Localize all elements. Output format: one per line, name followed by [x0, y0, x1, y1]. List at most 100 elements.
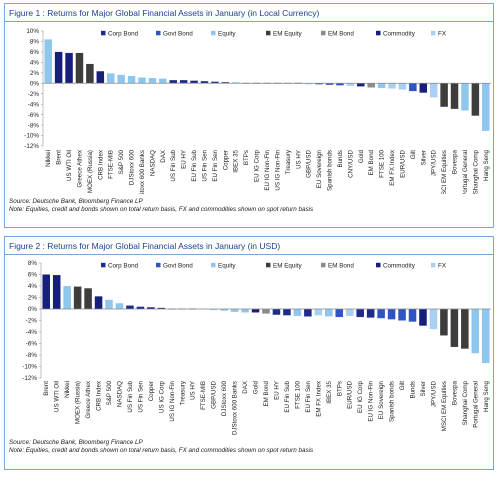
category-label: S&P 500 [106, 380, 113, 405]
bar-gold [357, 83, 365, 87]
category-label: EUR/USD [399, 149, 406, 177]
category-label: US Fin Sen [201, 149, 208, 181]
bar-ftse-100 [377, 83, 386, 88]
legend-item-govt-bond: Govt Bond [156, 262, 193, 269]
bar-eu-ig-corp [356, 309, 364, 318]
bar-ftse-100 [293, 309, 302, 316]
category-label: BTPs [336, 381, 343, 396]
category-label: Treasury [285, 149, 292, 174]
category-label: Gold [253, 380, 260, 394]
bar-gbp-usd [304, 83, 313, 85]
bar-djstoxx-600-banks [230, 309, 239, 312]
bar-shanghai-comp [461, 309, 469, 349]
legend-item-commodity: Commodity [376, 262, 416, 269]
y-tick-label: -6% [28, 112, 40, 119]
legend-swatch [266, 30, 271, 36]
bar-nikkei [63, 286, 71, 309]
bar-eur-usd [398, 83, 407, 90]
bar-eu-fin-sen [211, 81, 219, 84]
legend-label: Govt Bond [163, 262, 193, 269]
legend-item-em-equity: EM Equity [266, 30, 303, 37]
bar-portugal-general [471, 309, 480, 354]
bar-em-fx-index [388, 83, 396, 89]
category-label: EU IG Corp [357, 380, 364, 413]
category-label: Nikkei [64, 381, 71, 398]
legend-label: EM Bond [328, 30, 354, 37]
category-label: Shanghai Comp [462, 380, 469, 425]
y-tick-label: 0% [30, 80, 40, 87]
bar-em-bond [262, 309, 270, 314]
category-label: Brent [56, 150, 63, 165]
bar-hang-seng [482, 309, 490, 364]
category-label: CRB Index [97, 149, 104, 180]
category-label: EUR/USD [347, 380, 354, 408]
legend-swatch [376, 262, 381, 268]
y-tick-label: -2% [26, 318, 38, 325]
category-label: Silver [420, 381, 427, 396]
category-label: DAX [160, 150, 167, 163]
bar-btps [335, 309, 344, 318]
category-label: NASDAQ [149, 150, 156, 176]
category-label: Gilt [399, 381, 406, 391]
legend-item-equity: Equity [211, 30, 236, 37]
legend-label: Equity [218, 30, 236, 37]
bar-jpy-usd [429, 309, 438, 330]
bar-eu-hy [179, 80, 188, 84]
category-label: DJStoxx 600 Banks [232, 381, 239, 435]
bar-gbp-usd [209, 309, 218, 311]
category-label: US HY [295, 150, 302, 169]
category-label: Spanish bonds [327, 150, 334, 191]
y-tick-label: -4% [26, 329, 38, 336]
bar-s-p-500 [117, 74, 125, 84]
legend-swatch [376, 30, 381, 36]
legend-swatch [211, 262, 216, 268]
legend-item-govt-bond: Govt Bond [156, 30, 193, 37]
figure-1-title: Figure 1 : Returns for Major Global Fina… [5, 4, 493, 22]
category-label: US WTI Oil [54, 381, 61, 412]
category-label: Copper [222, 150, 229, 170]
category-label: EM Bond [263, 380, 270, 406]
category-label: FTSE-MIB [108, 150, 115, 179]
legend-item-em-bond: EM Bond [321, 262, 354, 269]
bar-jpy-usd [429, 83, 438, 98]
legend-swatch [431, 30, 436, 36]
y-tick-label: -12% [24, 143, 39, 150]
y-tick-label: -6% [26, 341, 38, 348]
category-label: Portugal General [462, 150, 469, 194]
category-label: US HY [190, 381, 197, 400]
legend-item-em-equity: EM Equity [266, 262, 303, 269]
category-label: EM FX Index [315, 380, 322, 417]
legend-swatch [101, 30, 106, 36]
category-label: Shanghai Comp [472, 149, 479, 194]
category-label: EU Fin Sen [305, 380, 312, 412]
y-tick-label: 8% [30, 39, 40, 46]
figure-1: Figure 1 : Returns for Major Global Fina… [4, 3, 494, 228]
figure-1-source: Source: Deutsche Bank, Bloomberg Finance… [9, 198, 143, 205]
category-label: BTPs [243, 150, 250, 165]
category-label: DAX [242, 381, 249, 394]
category-label: EU HY [273, 381, 280, 400]
bar-gold [251, 309, 260, 313]
category-label: Greece Athex [76, 149, 83, 187]
y-tick-label: -8% [26, 352, 38, 359]
category-label: GBP/USD [211, 380, 218, 408]
bar-nasdaq [148, 78, 157, 84]
legend-item-fx: FX [431, 30, 447, 37]
category-label: EU IG Corp [254, 149, 261, 182]
category-label: EU Sovereign [316, 149, 323, 188]
bar-copper [147, 307, 155, 309]
legend-swatch [101, 262, 106, 268]
y-tick-label: -12% [22, 375, 37, 382]
bar-eur-usd [345, 309, 354, 316]
bar-djstoxx-600 [220, 309, 228, 311]
category-label: MSCI EM Equities [441, 381, 448, 431]
category-label: EM Bond [368, 149, 375, 175]
legend-item-corp-bond: Corp Bond [101, 262, 139, 269]
category-label: EU Fin Sen [212, 149, 219, 181]
bar-greece-athex [75, 52, 84, 84]
bar-crb-index [94, 296, 103, 309]
category-label: Bovespa [451, 380, 458, 405]
legend-swatch [156, 262, 161, 268]
category-label: DJStoxx 600 Banks [139, 150, 146, 194]
category-label: FTSE-MIB [200, 381, 207, 410]
